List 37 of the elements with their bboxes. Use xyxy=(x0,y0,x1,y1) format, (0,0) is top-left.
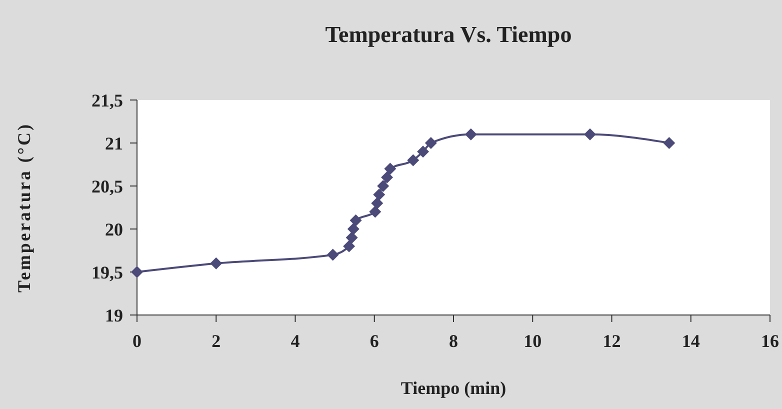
x-tick-label: 4 xyxy=(290,331,300,351)
point xyxy=(350,214,362,226)
point xyxy=(424,137,437,149)
point xyxy=(343,240,356,252)
point xyxy=(384,162,396,175)
x-tick-label: 10 xyxy=(524,331,542,351)
x-tick-label: 12 xyxy=(602,331,621,351)
y-tick-label: 20 xyxy=(105,219,123,240)
point xyxy=(584,128,596,140)
x-tick-label: 6 xyxy=(370,331,379,351)
point xyxy=(377,180,390,192)
x-tick-label: 0 xyxy=(132,331,142,351)
x-tick-label: 14 xyxy=(682,331,700,351)
point xyxy=(371,197,384,210)
y-tick-label: 21,5 xyxy=(92,90,123,110)
point xyxy=(464,128,477,140)
point xyxy=(417,146,430,158)
point xyxy=(347,223,360,235)
point xyxy=(373,188,386,201)
point xyxy=(131,266,143,278)
point xyxy=(369,206,382,218)
point xyxy=(381,171,394,184)
point xyxy=(346,232,358,244)
x-tick-label: 16 xyxy=(761,331,779,351)
y-axis-title: Temperatura (°C) xyxy=(14,122,34,293)
x-axis-title: Tiempo (min) xyxy=(400,378,506,398)
y-tick-label: 19 xyxy=(105,305,123,326)
point xyxy=(326,248,339,261)
point xyxy=(210,257,222,270)
x-tick-label: 2 xyxy=(212,331,221,351)
point xyxy=(663,137,676,149)
y-tick-label: 19,5 xyxy=(92,262,123,282)
point xyxy=(407,154,420,166)
chart-title: Temperatura Vs. Tiempo xyxy=(325,22,572,47)
y-tick-label: 20,5 xyxy=(92,176,123,196)
y-tick-label: 21 xyxy=(105,133,123,154)
x-tick-label: 8 xyxy=(449,331,458,351)
